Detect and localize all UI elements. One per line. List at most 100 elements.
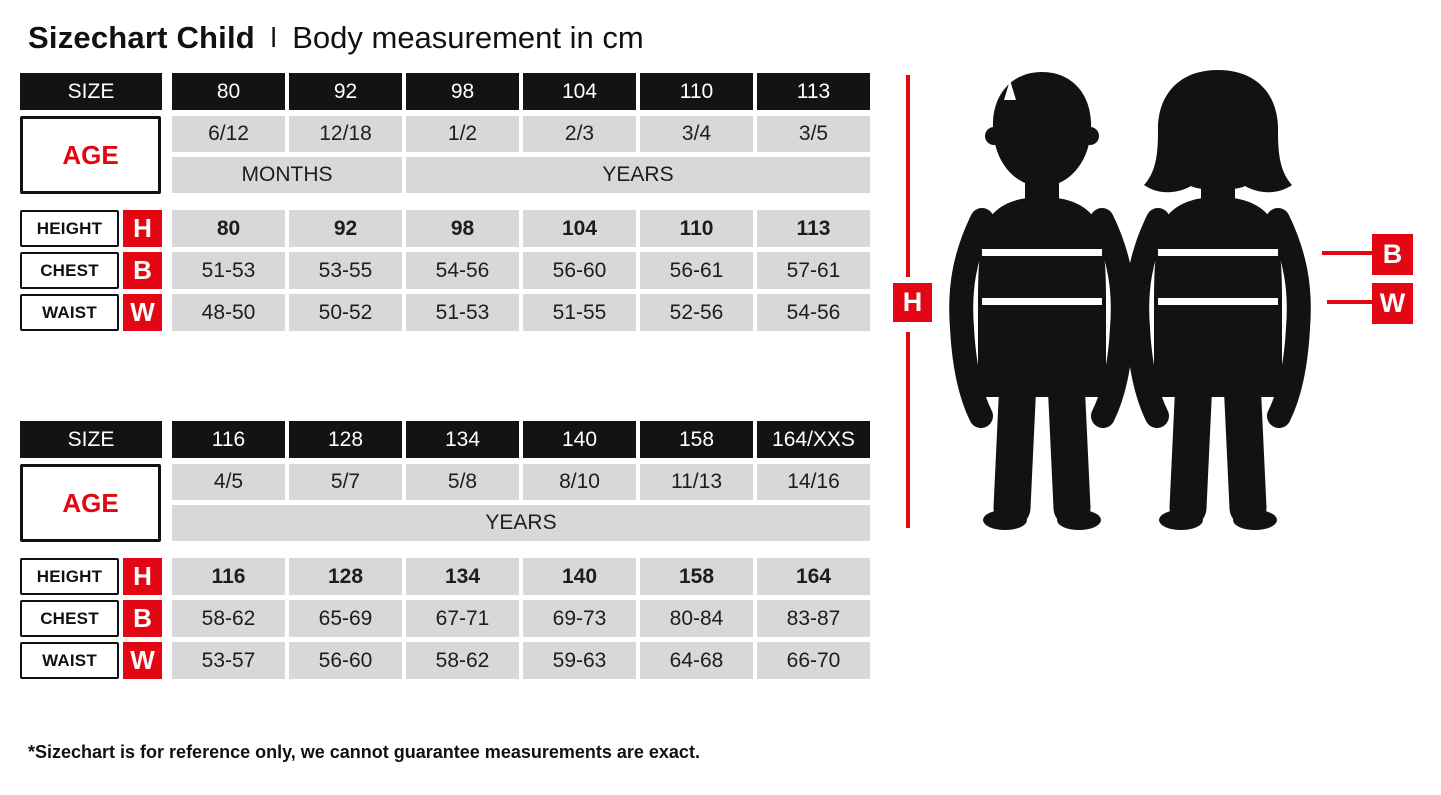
height-cell: 110 [640,210,753,247]
size-cell-label: 116 [211,427,246,451]
height-cell: 116 [172,558,285,595]
height-cell-label: 128 [327,564,364,588]
size-cell-label: 104 [561,79,598,103]
waist-cell: 50-52 [289,294,402,331]
height-line-top [906,75,910,277]
chest-cell: 80-84 [640,600,753,637]
height-cell-label: 116 [211,564,246,588]
height-header: HEIGHT [20,558,119,595]
size-cell-label: 110 [679,79,714,103]
height-letter-badge-label: H [133,561,152,591]
waist-callout-line [1327,300,1373,304]
size-header: SIZE [20,421,162,458]
waist-header: WAIST [20,294,119,331]
height-cell: 104 [523,210,636,247]
chest-letter-badge-label: B [133,603,152,633]
waist-cell-label: 50-52 [318,300,373,324]
size-cell: 140 [523,421,636,458]
chest-cell-label: 67-71 [435,606,490,630]
age-cell: 2/3 [523,116,636,152]
chest-header: CHEST [20,252,119,289]
age-header: AGE [20,464,161,542]
chest-cell: 58-62 [172,600,285,637]
size-cell-label: 158 [678,427,715,451]
age-cell: 8/10 [523,464,636,500]
page-title-main: Sizechart Child [28,20,255,55]
waist-letter-badge-label: W [130,297,155,327]
waist-cell-label: 58-62 [435,648,490,672]
chest-cell: 54-56 [406,252,519,289]
chest-cell: 56-60 [523,252,636,289]
chest-cell-label: 51-53 [201,258,256,282]
age-cell-label: 6/12 [208,122,249,145]
unit-cell-label: YEARS [602,163,674,186]
page-title-subtitle: Body measurement in cm [292,20,644,55]
height-cell-label: 104 [561,216,598,240]
height-cell-label: 113 [796,216,831,240]
size-cell: 134 [406,421,519,458]
chest-cell-label: 56-61 [669,258,724,282]
age-cell-label: 4/5 [213,470,244,493]
chest-marker-label: B [1382,239,1403,269]
waist-cell: 56-60 [289,642,402,679]
chest-callout-line [1322,251,1373,255]
waist-cell: 59-63 [523,642,636,679]
chest-letter-badge-label: B [133,255,152,285]
unit-cell-label: MONTHS [241,163,333,186]
height-cell-label: 98 [450,216,475,240]
waist-marker-label: W [1379,288,1406,318]
size-cell-label: 164/XXS [772,427,855,451]
waist-cell-label: 51-53 [435,300,490,324]
boy-silhouette [949,72,1135,530]
waist-cell-label: 51-55 [552,300,607,324]
waist-header-label: WAIST [42,650,97,670]
chest-marker: B [1372,234,1413,275]
chest-cell: 56-61 [640,252,753,289]
age-cell-label: 11/13 [671,470,722,493]
age-cell-label: 14/16 [787,470,840,493]
height-marker: H [893,283,932,322]
size-cell: 158 [640,421,753,458]
chest-cell: 83-87 [757,600,870,637]
unit-cell: YEARS [406,157,870,193]
size-header: SIZE [20,73,162,110]
age-cell: 4/5 [172,464,285,500]
chest-cell-label: 57-61 [786,258,841,282]
height-header-label: HEIGHT [36,566,103,586]
waist-cell: 64-68 [640,642,753,679]
chest-letter-badge: B [123,600,162,637]
chest-cell-label: 54-56 [435,258,490,282]
waist-cell: 51-55 [523,294,636,331]
age-cell: 1/2 [406,116,519,152]
waist-header: WAIST [20,642,119,679]
age-cell: 11/13 [640,464,753,500]
waist-cell: 52-56 [640,294,753,331]
size-header-label: SIZE [67,427,115,451]
waist-cell-label: 52-56 [669,300,724,324]
size-cell: 164/XXS [757,421,870,458]
height-header: HEIGHT [20,210,119,247]
waist-cell: 54-56 [757,294,870,331]
age-cell-label: 12/18 [319,122,372,145]
footnote: *Sizechart is for reference only, we can… [28,742,700,762]
girl-silhouette [1125,70,1311,530]
age-cell-label: 3/5 [798,122,829,145]
height-cell: 140 [523,558,636,595]
waist-marker: W [1372,283,1413,324]
age-cell-label: 5/8 [447,470,478,493]
height-cell: 80 [172,210,285,247]
age-cell: 3/5 [757,116,870,152]
height-header-label: HEIGHT [36,218,103,238]
height-cell: 128 [289,558,402,595]
size-cell-label: 98 [450,79,475,103]
height-line-bottom [906,332,910,528]
age-header-label: AGE [62,139,119,170]
waist-cell-label: 53-57 [201,648,256,672]
height-letter-badge: H [123,558,162,595]
age-header-label: AGE [62,487,119,518]
age-cell: 3/4 [640,116,753,152]
age-cell: 5/7 [289,464,402,500]
chest-header-label: CHEST [40,260,99,280]
waist-letter-badge-label: W [130,645,155,675]
